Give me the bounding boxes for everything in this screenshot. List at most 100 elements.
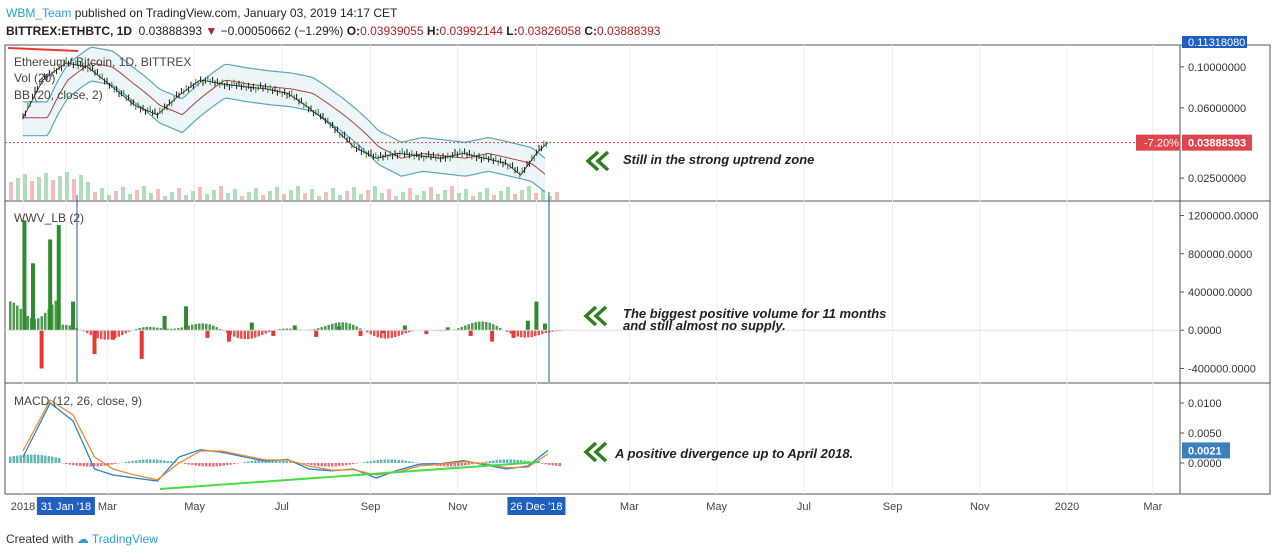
volume-bar [373,186,377,200]
wwv-bar [19,309,22,331]
volume-bar [114,191,118,200]
tradingview-brand[interactable]: TradingView [91,532,158,546]
wwv-bar [48,239,53,331]
wwv-bar [390,330,393,338]
time-axis-label: 31 Jan '18 [41,501,91,513]
macd-histogram-bar [558,463,561,467]
wwv-bar [180,327,183,331]
wwv-bar [352,324,355,331]
wwv-bar [71,301,76,331]
wwv-bar [124,330,127,334]
double-chevron-icon [583,441,608,463]
change-badge [1136,134,1180,151]
macd-histogram-bar [142,459,145,463]
wwv-bar [23,312,26,331]
wwv-bar [208,324,211,331]
wwv-bar [513,330,516,336]
time-axis-badge [507,497,566,515]
chevron-left-icon [583,305,598,327]
wwv-bar [198,323,201,331]
macd-histogram-bar [506,459,509,463]
wwv-bar [331,323,334,331]
time-axis-label: Mar [98,501,117,513]
macd-histogram-bar [40,455,43,463]
wwv-bar [289,328,292,331]
macd-histogram-bar [464,463,467,466]
macd-histogram-bar [128,461,131,463]
wwv-bar [397,330,400,336]
macd-histogram-bar [201,463,204,467]
wwv-bar [495,325,498,331]
current-price-badge [1182,134,1252,151]
wwv-bar [205,330,210,338]
time-axis-label: Mar [620,501,639,513]
wwv-bar [56,225,61,331]
wwv-bar [530,330,533,337]
macd-histogram-bar [397,459,400,463]
volume-bar [93,192,97,200]
macd-histogram-bar [485,461,488,463]
volume-bar [478,192,482,200]
annotation-volume: The biggest positive volume for 11 month… [623,306,886,321]
wwv-bar [201,323,204,331]
macd-histogram-bar [282,460,285,463]
macd-histogram-bar [110,463,113,465]
wwv-bar [226,330,229,333]
volume-bar [226,193,230,200]
volume-bar [23,174,27,200]
annotation-uptrend: Still in the strong uptrend zone [623,152,814,167]
wwv-bar [278,328,281,331]
macd-histogram-bar [135,460,138,463]
wwv-bar [103,330,106,340]
macd-histogram-bar [516,459,519,463]
wwv-tick-label: 800000.0000 [1188,249,1252,261]
wwv-bar [166,328,169,331]
macd-histogram-bar [422,463,425,464]
wwv-bar [523,330,526,338]
wwv-bar [107,330,110,340]
macd-histogram-bar [194,463,197,466]
price-change: −0.00050662 (−1.29%) [220,24,344,38]
macd-histogram-bar [331,463,334,467]
macd-histogram-bar [551,463,554,466]
volume-bar [352,187,356,200]
wwv-bar [261,330,264,335]
wwv-bar [394,330,397,338]
signal-line [22,399,549,481]
wwv-bar [313,328,316,331]
time-axis-label: 26 Dec '18 [510,501,562,513]
macd-histogram-bar [453,463,456,467]
macd-histogram-bar [170,461,173,463]
macd-histogram-bar [16,455,19,463]
wwv-bar [551,330,554,332]
macd-histogram-bar [198,463,201,467]
author-link[interactable]: WBM_Team [6,6,72,20]
macd-histogram-bar [488,461,491,463]
wwv-bar [359,328,362,331]
volume-bar [289,190,293,200]
time-axis-label: Nov [448,501,468,513]
macd-histogram-bar [303,463,306,464]
volume-bar [268,191,272,200]
volume-bar [275,187,279,200]
volume-bar [72,179,76,200]
wwv-bar [485,321,488,331]
wwv-bar [373,330,376,337]
wwv-bar [40,316,43,331]
volume-bar [30,181,34,200]
price-tick-label: 0.02500000 [1188,173,1246,185]
macd-histogram-bar [278,459,281,463]
macd-histogram-bar [222,463,225,466]
macd-pane-title: MACD (12, 26, close, 9) [14,394,142,408]
chevron-left-icon [583,441,598,463]
annotation-divergence: A positive divergence up to April 2018. [614,446,853,461]
wwv-bar [114,330,117,339]
macd-histogram-bar [86,463,89,467]
volume-indicator-label: Vol (20) [14,71,55,85]
volume-bar [107,195,111,200]
wwv-bar [177,328,180,331]
publish-header: WBM_Team published on TradingView.com, J… [6,6,397,20]
volume-bar [506,187,510,200]
macd-histogram-bar [96,463,99,467]
